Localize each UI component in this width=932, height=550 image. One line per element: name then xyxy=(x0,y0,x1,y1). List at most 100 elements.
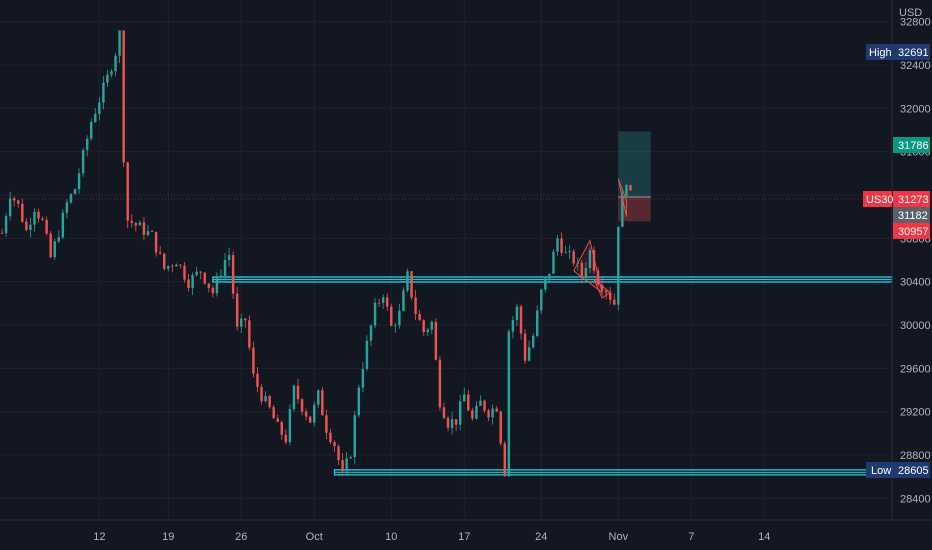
candle-body xyxy=(21,203,24,222)
candle-body xyxy=(203,272,206,284)
candle-body xyxy=(94,113,97,122)
target-value: 31786 xyxy=(898,140,929,152)
candle-body xyxy=(329,432,332,443)
candle-body xyxy=(85,138,89,151)
high-badge: High 32691 xyxy=(866,44,930,60)
candle-body xyxy=(406,271,409,291)
candle-body xyxy=(215,276,219,294)
stop-value: 30957 xyxy=(898,226,929,238)
candle-body xyxy=(353,415,356,458)
candle-body xyxy=(325,415,328,433)
candle-body xyxy=(268,396,271,408)
candle-body xyxy=(118,30,121,56)
candle-body xyxy=(227,255,231,261)
pattern-triangle[interactable] xyxy=(617,178,627,217)
candle-body xyxy=(560,238,563,253)
candle-body xyxy=(568,251,571,253)
candle-body xyxy=(600,284,604,291)
candle-body xyxy=(0,232,4,234)
drawn-pattern[interactable] xyxy=(573,178,627,299)
candle-body xyxy=(345,458,348,472)
y-tick-label: 29200 xyxy=(900,407,931,419)
pattern-triangle[interactable] xyxy=(593,279,611,299)
last-price-value: 31273 xyxy=(898,194,929,206)
low-label: Low xyxy=(871,465,891,477)
candle-body xyxy=(73,189,77,195)
candle-body xyxy=(304,411,308,417)
pattern-triangle[interactable] xyxy=(573,239,603,294)
candle-body xyxy=(317,390,320,405)
candle-body xyxy=(385,297,389,307)
profit-zone[interactable] xyxy=(618,131,651,197)
candle-body xyxy=(523,333,527,361)
x-tick-label: 14 xyxy=(758,531,770,543)
candle-body xyxy=(142,222,146,235)
stop-badge: 30957 xyxy=(893,223,930,239)
candle-body xyxy=(357,387,361,416)
candle-body xyxy=(617,226,620,305)
candle-body xyxy=(515,306,519,321)
candle-body xyxy=(81,150,85,174)
candle-body xyxy=(321,390,324,416)
candle-body xyxy=(592,250,596,271)
candle-body xyxy=(434,321,438,360)
candle-body xyxy=(12,198,16,201)
candle-body xyxy=(349,457,352,459)
candle-body xyxy=(361,368,365,388)
candle-body xyxy=(544,278,547,290)
currency-label: USD xyxy=(899,7,922,19)
candle-body xyxy=(471,410,474,419)
candle-body xyxy=(422,320,425,332)
y-tick-label: 28800 xyxy=(900,450,931,462)
loss-zone[interactable] xyxy=(618,196,651,222)
candle-body xyxy=(110,71,113,75)
candle-body xyxy=(199,271,202,273)
candle-body xyxy=(596,270,600,285)
candle-body xyxy=(426,329,429,332)
candle-body xyxy=(296,385,300,400)
candle-body xyxy=(511,320,515,332)
candle-body xyxy=(604,290,608,293)
long-position-tool[interactable] xyxy=(618,131,651,222)
candle-body xyxy=(219,275,223,277)
candle-body xyxy=(272,407,275,419)
candle-body xyxy=(256,373,259,387)
candle-body xyxy=(195,271,198,275)
candle-body xyxy=(126,162,129,221)
candle-body xyxy=(29,224,32,230)
candle-body xyxy=(446,418,450,428)
candle-body xyxy=(430,321,434,330)
x-tick-label: 10 xyxy=(385,531,397,543)
candle-body xyxy=(179,264,182,266)
candle-body xyxy=(333,442,336,447)
candle-body xyxy=(183,265,186,280)
candle-body xyxy=(531,335,535,348)
candle-body xyxy=(564,251,567,253)
candle-body xyxy=(276,418,279,422)
candle-body xyxy=(556,238,559,252)
candle-body xyxy=(191,274,194,289)
y-tick-label: 30000 xyxy=(900,320,931,332)
x-tick-label: 19 xyxy=(162,531,174,543)
candle-body xyxy=(264,396,267,402)
candle-body xyxy=(402,290,405,311)
y-tick-label: 28400 xyxy=(900,493,931,505)
candle-body xyxy=(373,302,377,326)
candle-body xyxy=(53,241,56,258)
candle-body xyxy=(102,82,105,103)
candle-body xyxy=(154,231,158,253)
candle-body xyxy=(398,310,401,326)
candle-body xyxy=(207,283,211,288)
candle-body xyxy=(499,411,502,444)
candle-body xyxy=(8,198,12,217)
time-axis[interactable]: 12 19 26 Oct 10 17 24 Nov 7 14 xyxy=(93,531,770,543)
y-tick-label: 32400 xyxy=(900,60,931,72)
candle-body xyxy=(211,287,215,294)
candle-body xyxy=(548,273,551,279)
candle-body xyxy=(572,251,575,264)
candle-body xyxy=(487,410,490,418)
candle-body xyxy=(337,446,340,461)
candle-body xyxy=(503,443,507,477)
candle-body xyxy=(536,310,539,336)
